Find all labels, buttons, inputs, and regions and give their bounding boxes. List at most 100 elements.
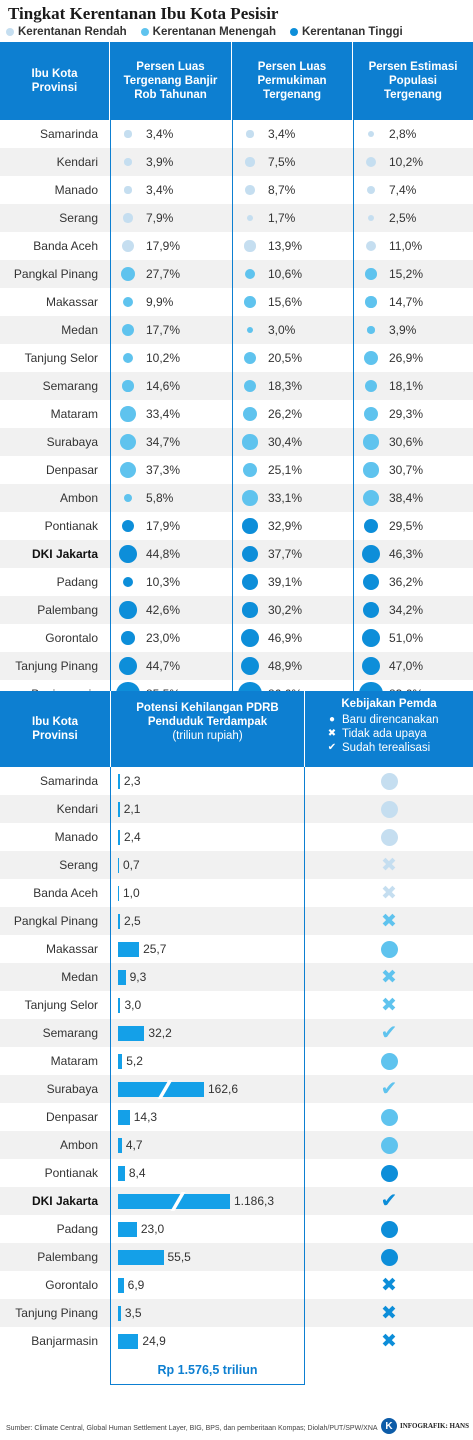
value-label: 36,2% xyxy=(389,575,424,589)
bubble-wrap xyxy=(232,130,268,138)
table-row: Tanjung Selor 3,0 ✖ xyxy=(0,991,473,1019)
bubble-wrap xyxy=(353,185,389,195)
credit: K INFOGRAFIK: HANS xyxy=(380,1418,469,1434)
value-label: 3,4% xyxy=(268,127,296,141)
city-name: Denpasar xyxy=(45,463,98,477)
pdrb-value: 55,5 xyxy=(167,1250,191,1264)
table-row: Gorontalo 6,9 ✖ xyxy=(0,1271,473,1299)
value-label: 2,8% xyxy=(389,127,417,141)
value-cell: 36,2% xyxy=(353,568,473,596)
bubble-wrap xyxy=(232,240,268,252)
legend-label: Kerentanan Tinggi xyxy=(301,26,403,38)
city-name: Serang xyxy=(59,211,98,225)
table-row: Kendari 3,9% 7,5% 10,2% xyxy=(0,148,473,176)
bubble-wrap xyxy=(110,406,146,422)
value-cell: 15,6% xyxy=(232,288,353,316)
city-name: Makassar xyxy=(45,942,98,956)
pdrb-cell: 24,9 xyxy=(110,1327,305,1355)
value-label: 30,7% xyxy=(389,463,424,477)
pdrb-bar xyxy=(118,1249,164,1265)
value-label: 13,9% xyxy=(268,239,303,253)
bubble-mark xyxy=(366,185,376,195)
bubble-mark xyxy=(363,406,379,422)
pdrb-value: 1,0 xyxy=(123,886,140,900)
column-divider xyxy=(232,120,233,708)
policy-cell: ✖ xyxy=(305,991,473,1019)
bubble-wrap xyxy=(353,350,389,366)
value-label: 3,0% xyxy=(268,323,296,337)
pdrb-bar xyxy=(118,1053,123,1069)
value-cell: 7,5% xyxy=(232,148,353,176)
pdrb-value: 23,0 xyxy=(140,1222,165,1236)
bubble-wrap xyxy=(353,628,389,648)
value-label: 11,0% xyxy=(389,239,423,253)
bubble-mark xyxy=(361,656,381,676)
circle-icon xyxy=(380,1248,398,1266)
pdrb-table-header: Ibu Kota Provinsi Potensi Kehilangan PDR… xyxy=(0,691,473,767)
pdrb-value: 5,2 xyxy=(126,1054,143,1068)
city-name: Samarinda xyxy=(39,127,98,141)
table-row: DKI Jakarta 44,8% 37,7% 46,3% xyxy=(0,540,473,568)
bubble-wrap xyxy=(110,352,146,363)
total-value: Rp 1.576,5 triliun xyxy=(110,1355,305,1385)
bubble-wrap xyxy=(353,656,389,676)
value-cell: 29,3% xyxy=(353,400,473,428)
value-label: 10,6% xyxy=(268,267,303,281)
policy-cell xyxy=(305,1103,473,1131)
bubble-mark xyxy=(245,185,255,195)
policy-cell xyxy=(305,1159,473,1187)
page-title: Tingkat Kerentanan Ibu Kota Pesisir xyxy=(8,4,279,23)
table-row: Pangkal Pinang 27,7% 10,6% 15,2% xyxy=(0,260,473,288)
pdrb-cell: 162,6 xyxy=(110,1075,305,1103)
value-cell: 33,4% xyxy=(110,400,232,428)
bubble-wrap xyxy=(353,406,389,422)
policy-cell xyxy=(305,823,473,851)
city-name: Padang xyxy=(56,1222,98,1236)
value-cell: 38,4% xyxy=(353,484,473,512)
table-row: Surabaya 162,6 ✔ xyxy=(0,1075,473,1103)
city-name: Banda Aceh xyxy=(33,886,98,900)
city-name: Surabaya xyxy=(46,435,98,449)
pdrb-cell: 1,0 xyxy=(110,879,305,907)
bubble-wrap xyxy=(353,130,389,138)
bubble-mark xyxy=(367,326,375,334)
value-label: 37,3% xyxy=(146,463,181,477)
policy-key-realized: ✔ Sudah terealisasi xyxy=(327,741,473,755)
check-icon: ✔ xyxy=(327,742,337,753)
table-row: Medan 17,7% 3,0% 3,9% xyxy=(0,316,473,344)
bubble-wrap xyxy=(353,518,389,534)
bubble-mark xyxy=(240,628,260,648)
value-label: 10,3% xyxy=(146,575,181,589)
city-name: Medan xyxy=(61,323,98,337)
pdrb-value: 8,4 xyxy=(128,1166,146,1180)
value-label: 1,7% xyxy=(268,211,296,225)
pdrb-bar xyxy=(118,1025,145,1041)
bubble-mark xyxy=(365,296,377,308)
value-label: 37,7% xyxy=(268,547,303,561)
value-label: 15,2% xyxy=(389,267,424,281)
value-cell: 26,9% xyxy=(353,344,473,372)
pdrb-value: 24,9 xyxy=(142,1334,166,1348)
table-row: Semarang 14,6% 18,3% 18,1% xyxy=(0,372,473,400)
bubble-wrap xyxy=(110,545,146,563)
column-divider xyxy=(353,120,354,708)
bubble-wrap xyxy=(110,158,146,166)
bubble-wrap xyxy=(353,268,389,280)
city-name: Tanjung Pinang xyxy=(15,659,98,673)
policy-cell xyxy=(305,1047,473,1075)
circle-icon xyxy=(380,1052,398,1070)
bubble-wrap xyxy=(110,519,146,533)
value-cell: 3,9% xyxy=(353,316,473,344)
bubble-wrap xyxy=(110,186,146,194)
bubble-wrap xyxy=(353,434,389,450)
bubble-mark xyxy=(363,602,379,618)
legend-dot-icon xyxy=(140,28,149,36)
value-cell: 39,1% xyxy=(232,568,353,596)
bubble-mark xyxy=(364,379,378,393)
value-label: 39,1% xyxy=(268,575,303,589)
value-label: 3,9% xyxy=(146,155,174,169)
city-name: Kendari xyxy=(56,802,98,816)
value-label: 18,1% xyxy=(389,379,424,393)
bubble-wrap xyxy=(232,326,268,334)
pdrb-bar xyxy=(118,1081,204,1097)
